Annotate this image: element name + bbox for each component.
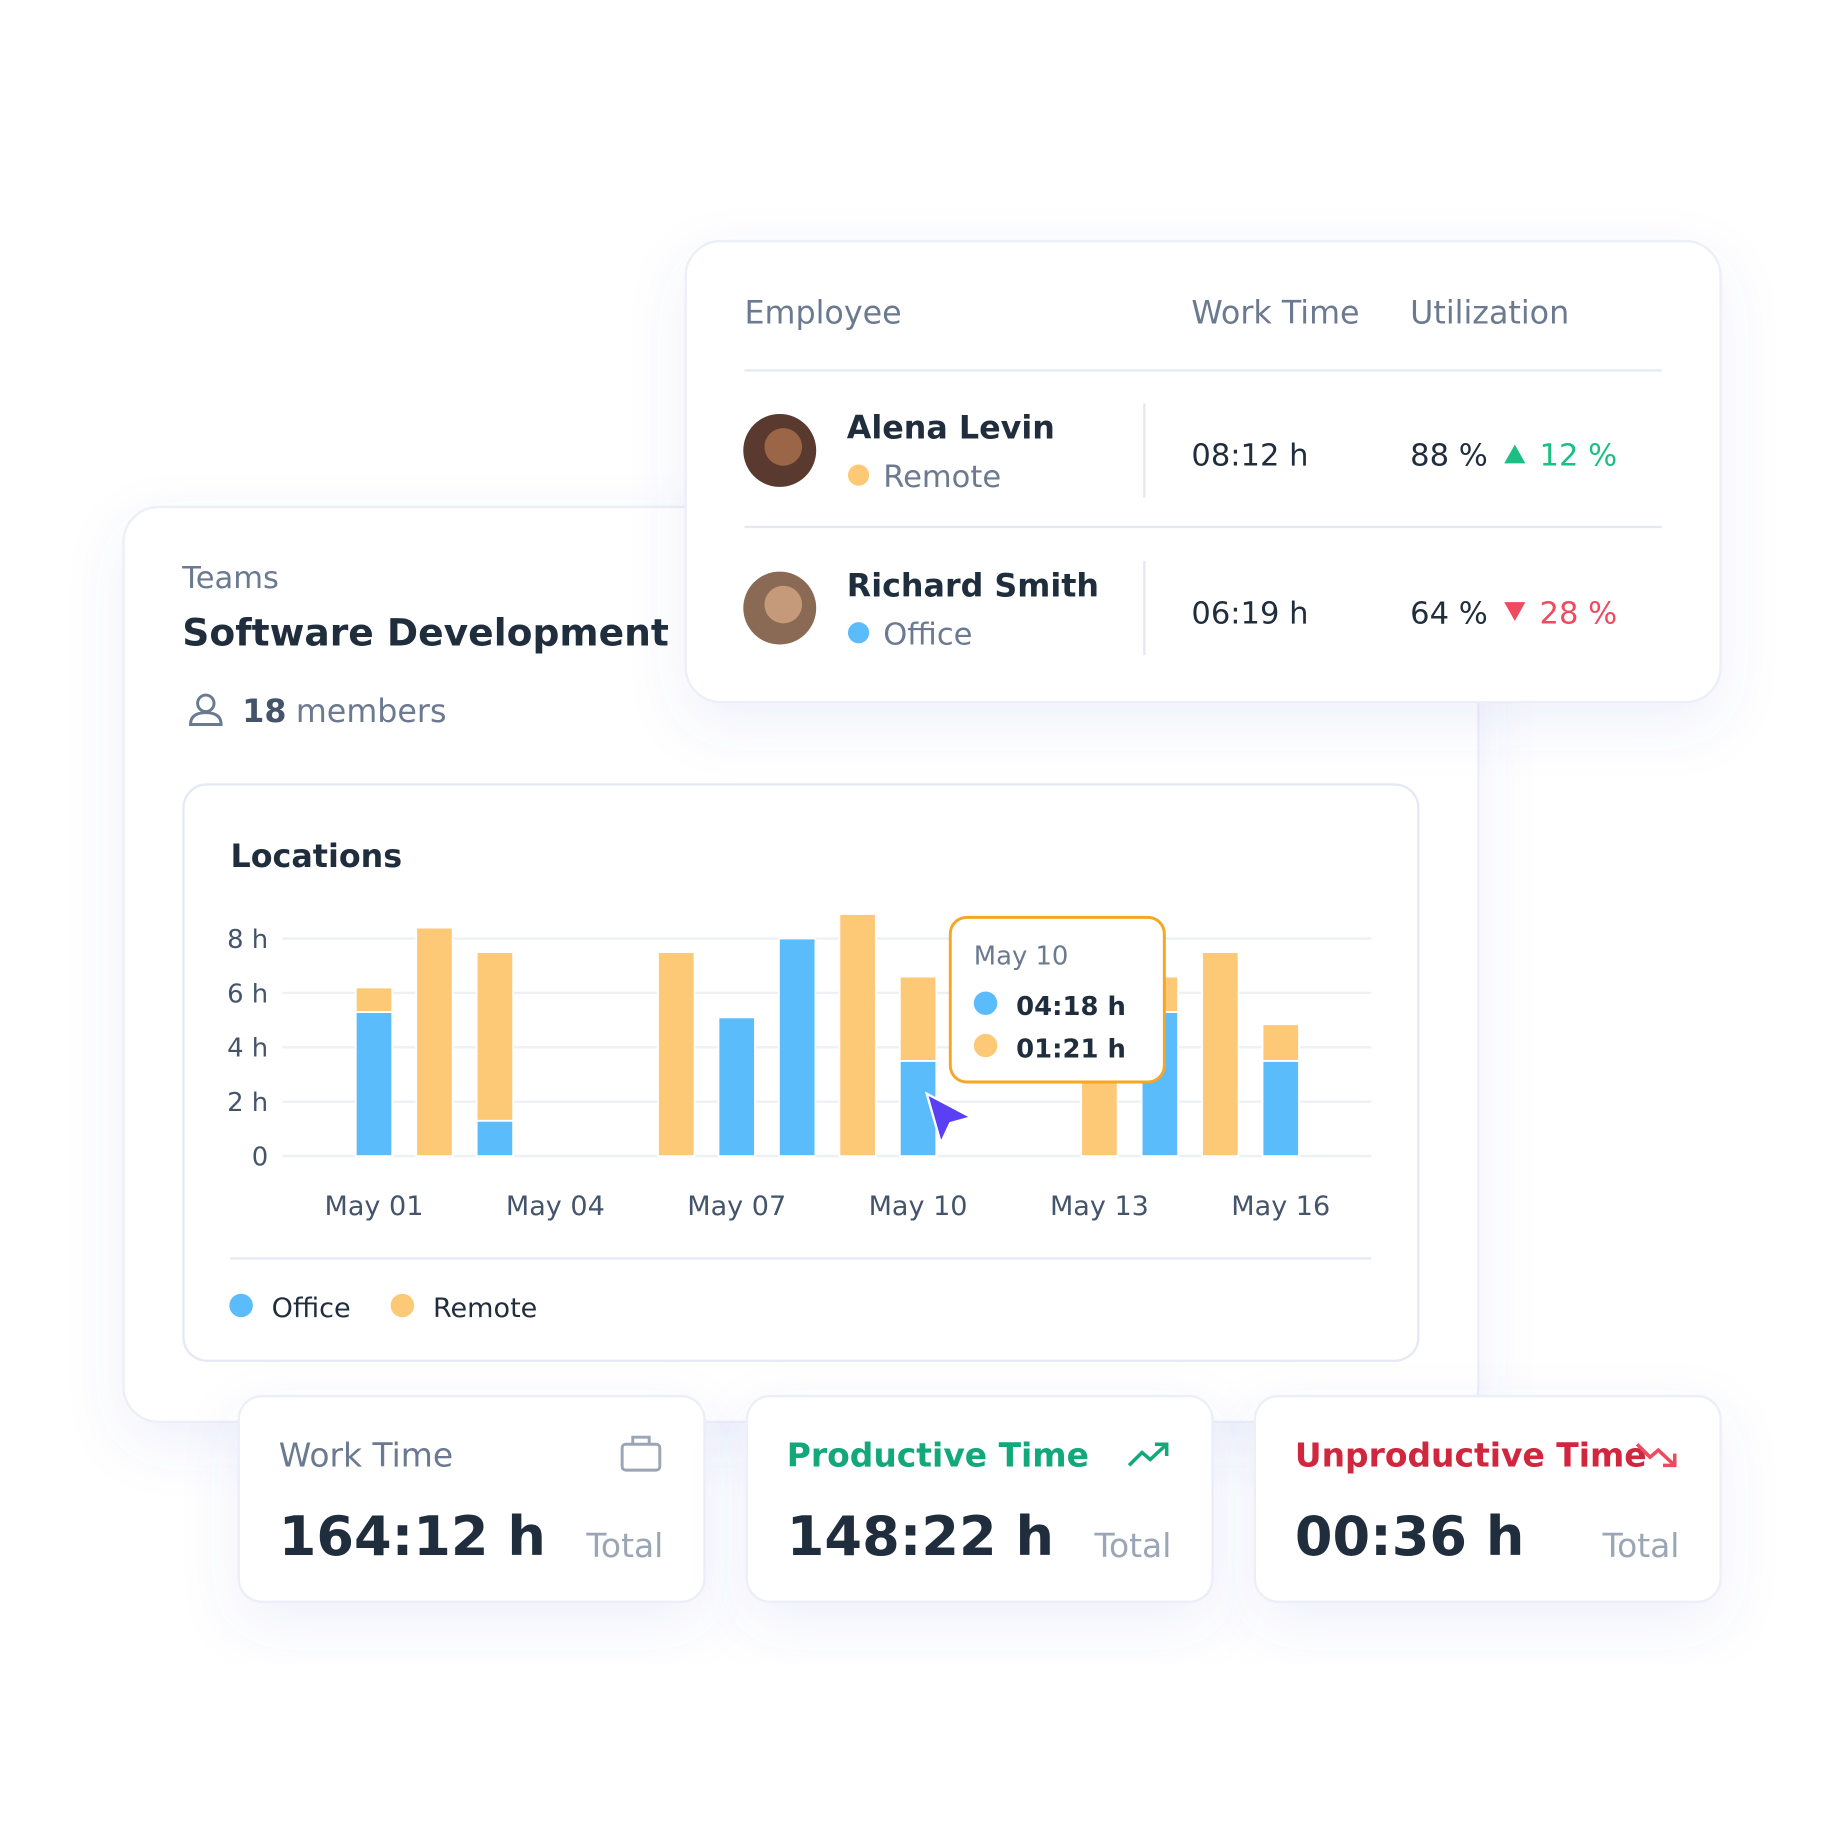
y-tick-label: 0 — [252, 1143, 268, 1173]
y-tick-label: 6 h — [227, 979, 268, 1009]
tooltip-dot — [973, 991, 998, 1015]
stat-card — [237, 1394, 706, 1604]
column-header: Employee — [744, 295, 901, 331]
location-dot — [847, 464, 870, 486]
employee-location: Remote — [883, 460, 1001, 495]
bar — [898, 975, 938, 1062]
stat-note: Total — [1602, 1526, 1680, 1565]
stat-title: Work Time — [279, 1436, 453, 1475]
bar — [1261, 1060, 1300, 1157]
tooltip-title: May 10 — [974, 941, 1069, 971]
stat-card — [1253, 1394, 1722, 1604]
utilization-change: 28 % — [1540, 596, 1618, 631]
trend-up-head — [1154, 1442, 1169, 1457]
trend-up-icon — [1127, 1442, 1168, 1467]
trend-down-head — [1662, 1453, 1677, 1468]
stat-note: Total — [585, 1526, 663, 1565]
column-header: Utilization — [1410, 295, 1569, 331]
y-tick-label: 2 h — [227, 1088, 268, 1118]
utilization: 88 % — [1410, 439, 1488, 474]
employee-location: Office — [883, 617, 972, 652]
trend-down-icon — [1635, 1442, 1676, 1467]
chart-title: Locations — [231, 839, 403, 875]
x-tick-label: May 13 — [1050, 1191, 1149, 1222]
x-tick-label: May 04 — [506, 1191, 605, 1222]
tooltip-value: 01:21 h — [1016, 1034, 1126, 1064]
briefcase-handle — [631, 1435, 651, 1445]
location-dot — [847, 622, 870, 644]
bar — [415, 926, 454, 1157]
bar — [1201, 951, 1240, 1157]
avatar-face — [764, 428, 803, 466]
bar — [657, 951, 696, 1157]
stat-value: 164:12 h — [279, 1505, 546, 1568]
bar — [475, 951, 515, 1122]
tooltip-dot — [973, 1033, 998, 1058]
work-time: 08:12 h — [1191, 439, 1308, 474]
work-time: 06:19 h — [1191, 596, 1308, 631]
stat-card — [745, 1394, 1214, 1604]
stat-title: Productive Time — [787, 1436, 1089, 1475]
legend-label: Remote — [433, 1293, 537, 1324]
tooltip — [948, 915, 1166, 1084]
trend-arrow — [1504, 444, 1526, 464]
legend-label: Office — [272, 1293, 351, 1324]
x-tick-label: May 16 — [1231, 1191, 1330, 1222]
legend-dot — [229, 1293, 253, 1318]
utilization: 64 % — [1410, 596, 1488, 631]
y-tick-label: 4 h — [227, 1034, 268, 1064]
stat-value: 00:36 h — [1295, 1505, 1525, 1568]
y-tick-label: 8 h — [227, 925, 268, 955]
employee-name: Alena Levin — [847, 411, 1055, 447]
stat-value: 148:22 h — [787, 1505, 1054, 1568]
members-label: members — [296, 694, 447, 730]
x-tick-label: May 10 — [869, 1191, 968, 1222]
member-icon-body — [189, 711, 223, 726]
utilization-change: 12 % — [1540, 439, 1618, 474]
briefcase-icon — [620, 1442, 662, 1472]
employee-card — [684, 239, 1722, 704]
bar — [354, 1011, 394, 1157]
bar — [778, 937, 817, 1157]
column-header: Work Time — [1191, 295, 1359, 331]
bar — [1261, 1023, 1300, 1062]
stat-note: Total — [1093, 1526, 1171, 1565]
trend-arrow — [1504, 602, 1526, 621]
stat-title: Unproductive Time — [1295, 1436, 1647, 1475]
employee-name: Richard Smith — [847, 568, 1099, 604]
legend-dot — [390, 1293, 415, 1318]
bar — [717, 1016, 756, 1157]
bar — [475, 1119, 515, 1157]
team-name: Software Development — [182, 611, 669, 655]
members-count: 18 — [242, 694, 286, 730]
avatar-face — [764, 585, 803, 624]
cursor — [924, 1091, 975, 1147]
team-label: Teams — [181, 561, 279, 596]
tooltip-value: 04:18 h — [1016, 992, 1126, 1022]
bar — [838, 913, 877, 1157]
bar — [354, 986, 394, 1013]
x-tick-label: May 01 — [325, 1191, 424, 1222]
x-tick-label: May 07 — [687, 1191, 786, 1222]
